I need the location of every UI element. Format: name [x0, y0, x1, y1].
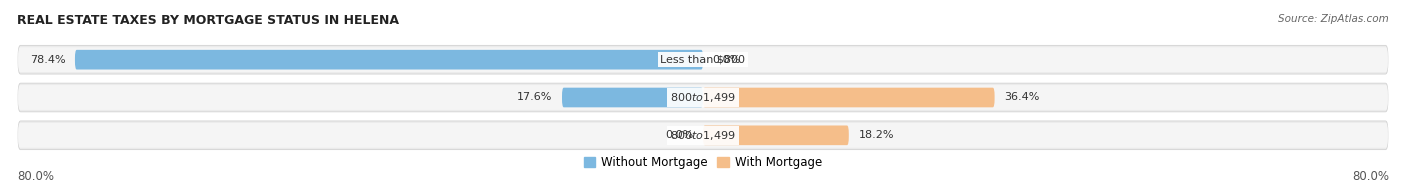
FancyBboxPatch shape: [703, 88, 994, 107]
Text: 36.4%: 36.4%: [1004, 92, 1039, 103]
Text: 0.0%: 0.0%: [665, 130, 693, 140]
FancyBboxPatch shape: [562, 88, 703, 107]
FancyBboxPatch shape: [18, 123, 1388, 148]
Text: 18.2%: 18.2%: [859, 130, 894, 140]
Text: REAL ESTATE TAXES BY MORTGAGE STATUS IN HELENA: REAL ESTATE TAXES BY MORTGAGE STATUS IN …: [17, 14, 399, 27]
Text: 78.4%: 78.4%: [30, 55, 65, 65]
Text: 0.0%: 0.0%: [713, 55, 741, 65]
FancyBboxPatch shape: [703, 126, 849, 145]
Text: Source: ZipAtlas.com: Source: ZipAtlas.com: [1278, 14, 1389, 24]
Text: $800 to $1,499: $800 to $1,499: [671, 91, 735, 104]
Text: 17.6%: 17.6%: [517, 92, 553, 103]
FancyBboxPatch shape: [18, 121, 1388, 150]
FancyBboxPatch shape: [18, 47, 1388, 72]
Text: $800 to $1,499: $800 to $1,499: [671, 129, 735, 142]
Text: 80.0%: 80.0%: [17, 170, 53, 183]
Text: 80.0%: 80.0%: [1353, 170, 1389, 183]
FancyBboxPatch shape: [18, 83, 1388, 112]
FancyBboxPatch shape: [75, 50, 703, 69]
FancyBboxPatch shape: [18, 85, 1388, 110]
Text: Less than $800: Less than $800: [661, 55, 745, 65]
Legend: Without Mortgage, With Mortgage: Without Mortgage, With Mortgage: [583, 156, 823, 169]
FancyBboxPatch shape: [18, 45, 1388, 74]
